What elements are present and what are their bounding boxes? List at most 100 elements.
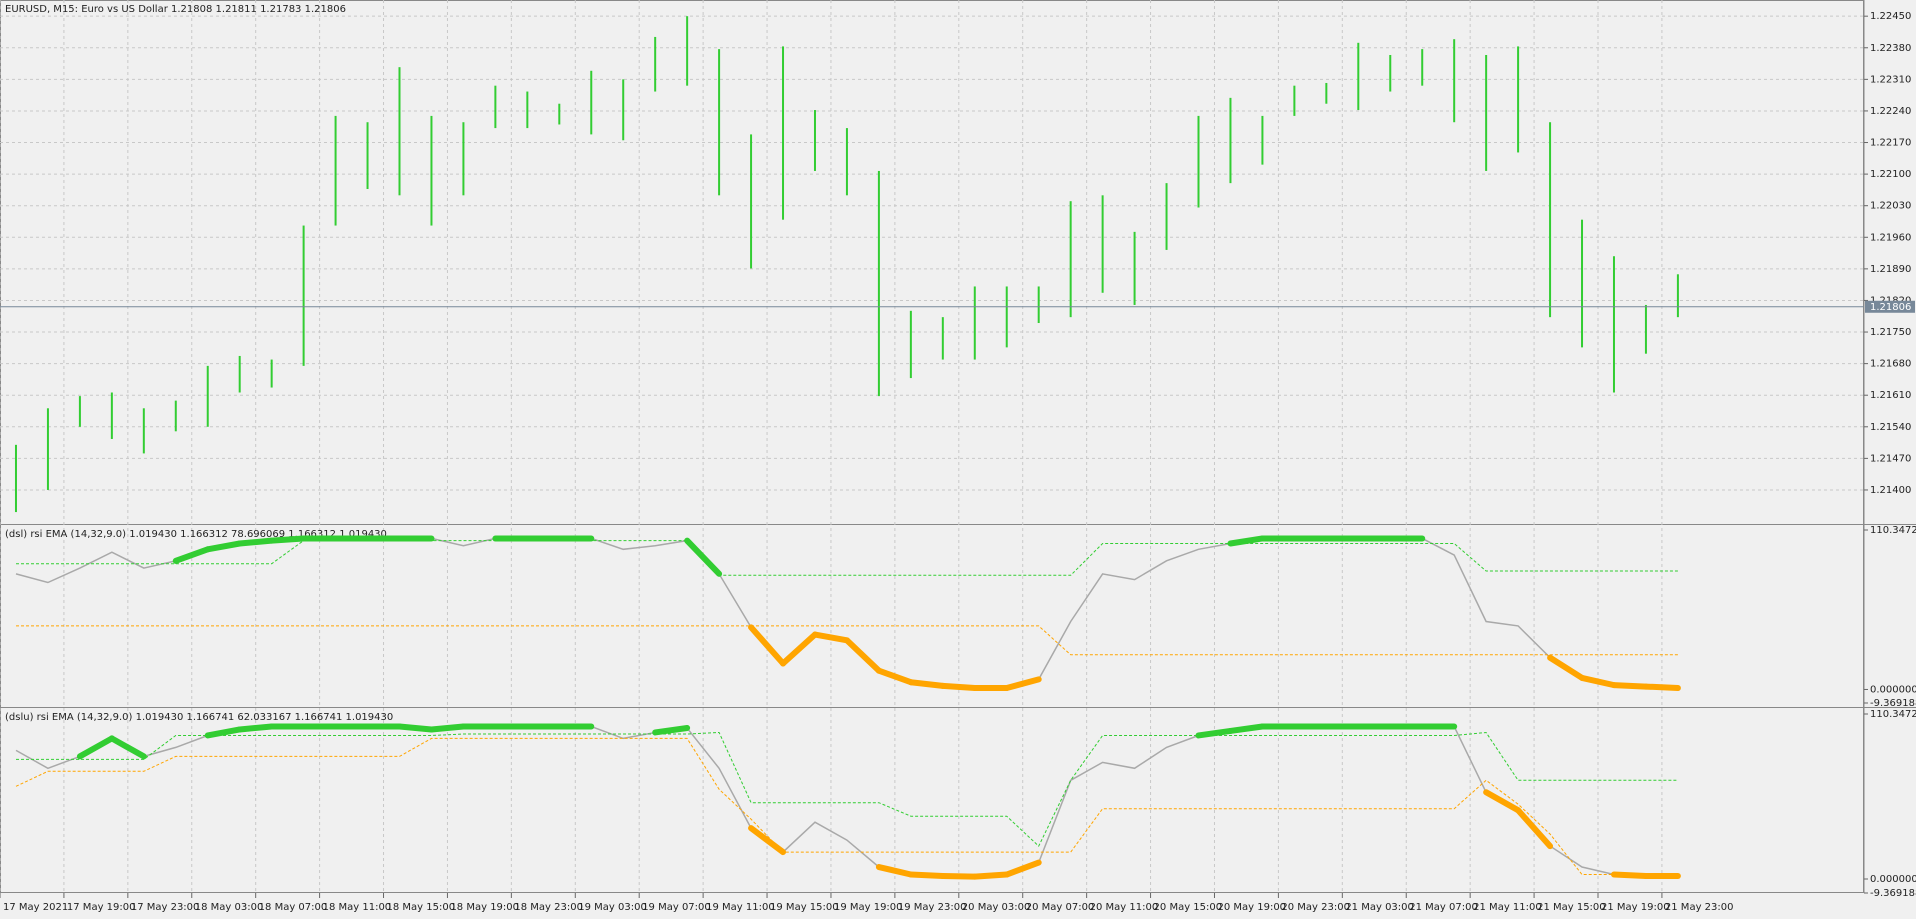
level-line bbox=[16, 540, 1678, 576]
price-bar bbox=[366, 122, 369, 189]
ribbon bbox=[748, 624, 787, 667]
ribbon bbox=[236, 537, 275, 547]
price-bar bbox=[430, 115, 433, 226]
rsi-line bbox=[15, 537, 1678, 689]
price-bar bbox=[718, 49, 721, 196]
ribbon bbox=[939, 682, 978, 692]
price-bar bbox=[1357, 42, 1360, 111]
x-tick-label: 21 May 23:00 bbox=[1665, 902, 1734, 913]
price-bar bbox=[1517, 46, 1520, 153]
ribbon bbox=[1642, 683, 1681, 692]
ribbon bbox=[907, 871, 946, 880]
ribbon bbox=[875, 667, 914, 686]
ribbon bbox=[1003, 859, 1042, 878]
y-tick-label: 1.21890 bbox=[1870, 264, 1911, 275]
y-tick-label: -9.369188 bbox=[1870, 698, 1916, 709]
ribbon bbox=[1610, 682, 1649, 690]
y-tick-label: 1.22240 bbox=[1870, 106, 1911, 117]
price-bar bbox=[238, 355, 241, 393]
price-bar bbox=[1037, 286, 1040, 324]
ribbon bbox=[428, 723, 467, 733]
ribbon bbox=[204, 540, 243, 553]
price-bar bbox=[1293, 85, 1296, 116]
ribbon bbox=[939, 873, 978, 880]
price-bar bbox=[1005, 286, 1008, 348]
price-bar bbox=[46, 408, 49, 490]
price-bar bbox=[558, 103, 561, 125]
ribbon bbox=[1610, 871, 1649, 880]
y-tick-label: 1.21400 bbox=[1870, 485, 1911, 496]
price-bar bbox=[398, 67, 401, 196]
x-tick-label: 20 May 23:00 bbox=[1281, 902, 1350, 913]
x-tick-label: 19 May 11:00 bbox=[706, 902, 775, 913]
y-tick-label: 0.000000 bbox=[1870, 684, 1916, 695]
x-tick-label: 21 May 15:00 bbox=[1537, 902, 1606, 913]
x-tick-label: 20 May 15:00 bbox=[1154, 902, 1223, 913]
y-tick-label: 1.21750 bbox=[1870, 327, 1911, 338]
y-tick-label: -9.369188 bbox=[1870, 888, 1916, 899]
ribbon bbox=[1227, 535, 1266, 547]
price-bar bbox=[302, 225, 305, 366]
price-bar bbox=[494, 85, 497, 129]
x-tick-label: 17 May 19:00 bbox=[67, 902, 136, 913]
price-bar bbox=[1421, 49, 1424, 86]
ribbon bbox=[1547, 654, 1586, 681]
price-bar bbox=[1581, 219, 1584, 348]
x-tick-label: 18 May 03:00 bbox=[195, 902, 264, 913]
x-tick-label: 20 May 11:00 bbox=[1090, 902, 1159, 913]
ribbon bbox=[971, 871, 1010, 880]
x-tick-label: 19 May 15:00 bbox=[770, 902, 839, 913]
ribbon bbox=[1003, 676, 1042, 692]
level-line bbox=[16, 731, 1678, 847]
price-bar bbox=[1197, 115, 1200, 208]
level-line bbox=[15, 737, 1678, 875]
y-tick-label: 1.21470 bbox=[1870, 453, 1911, 464]
x-tick-label: 19 May 07:00 bbox=[642, 902, 711, 913]
price-bar bbox=[110, 392, 113, 439]
price-bar bbox=[845, 128, 848, 196]
ribbon bbox=[1515, 807, 1554, 850]
ribbon bbox=[1227, 723, 1266, 734]
ribbon bbox=[396, 723, 435, 733]
ribbon bbox=[204, 726, 243, 739]
price-bar bbox=[782, 46, 785, 220]
ribbon bbox=[1195, 727, 1234, 739]
ribbon bbox=[907, 679, 946, 689]
price-bar bbox=[909, 310, 912, 379]
price-bar bbox=[813, 110, 816, 171]
price-bar bbox=[1165, 183, 1168, 250]
ribbon bbox=[875, 864, 914, 878]
ribbon bbox=[684, 537, 723, 577]
chart-frame bbox=[0, 0, 1864, 893]
x-tick-label: 17 May 23:00 bbox=[131, 902, 200, 913]
price-bar bbox=[1389, 54, 1392, 92]
current-price-label: 1.21806 bbox=[1870, 302, 1911, 313]
price-bar bbox=[750, 134, 753, 269]
y-tick-label: 1.22450 bbox=[1870, 11, 1911, 22]
x-tick-label: 18 May 07:00 bbox=[259, 902, 328, 913]
price-bar bbox=[1133, 231, 1136, 305]
price-bar bbox=[334, 115, 337, 226]
price-bar bbox=[270, 359, 273, 388]
y-tick-label: 1.22030 bbox=[1870, 201, 1911, 212]
x-tick-label: 18 May 23:00 bbox=[514, 902, 583, 913]
price-bar bbox=[654, 36, 657, 92]
price-bar bbox=[142, 408, 145, 454]
price-bar bbox=[1261, 115, 1264, 165]
price-bar bbox=[941, 317, 944, 360]
price-bar bbox=[462, 122, 465, 196]
x-tick-label: 19 May 19:00 bbox=[834, 902, 903, 913]
x-tick-label: 18 May 11:00 bbox=[323, 902, 392, 913]
pane-title: (dslu) rsi EMA (14,32,9.0) 1.019430 1.16… bbox=[5, 712, 393, 723]
x-tick-label: 18 May 19:00 bbox=[450, 902, 519, 913]
price-bar bbox=[1676, 274, 1679, 318]
x-tick-label: 20 May 19:00 bbox=[1217, 902, 1286, 913]
ribbon bbox=[268, 535, 307, 544]
ribbon bbox=[811, 631, 850, 644]
x-tick-label: 21 May 19:00 bbox=[1601, 902, 1670, 913]
price-bar bbox=[1644, 304, 1647, 354]
price-bar bbox=[1229, 97, 1232, 184]
price-bar bbox=[877, 170, 880, 397]
y-tick-label: 1.21680 bbox=[1870, 359, 1911, 370]
